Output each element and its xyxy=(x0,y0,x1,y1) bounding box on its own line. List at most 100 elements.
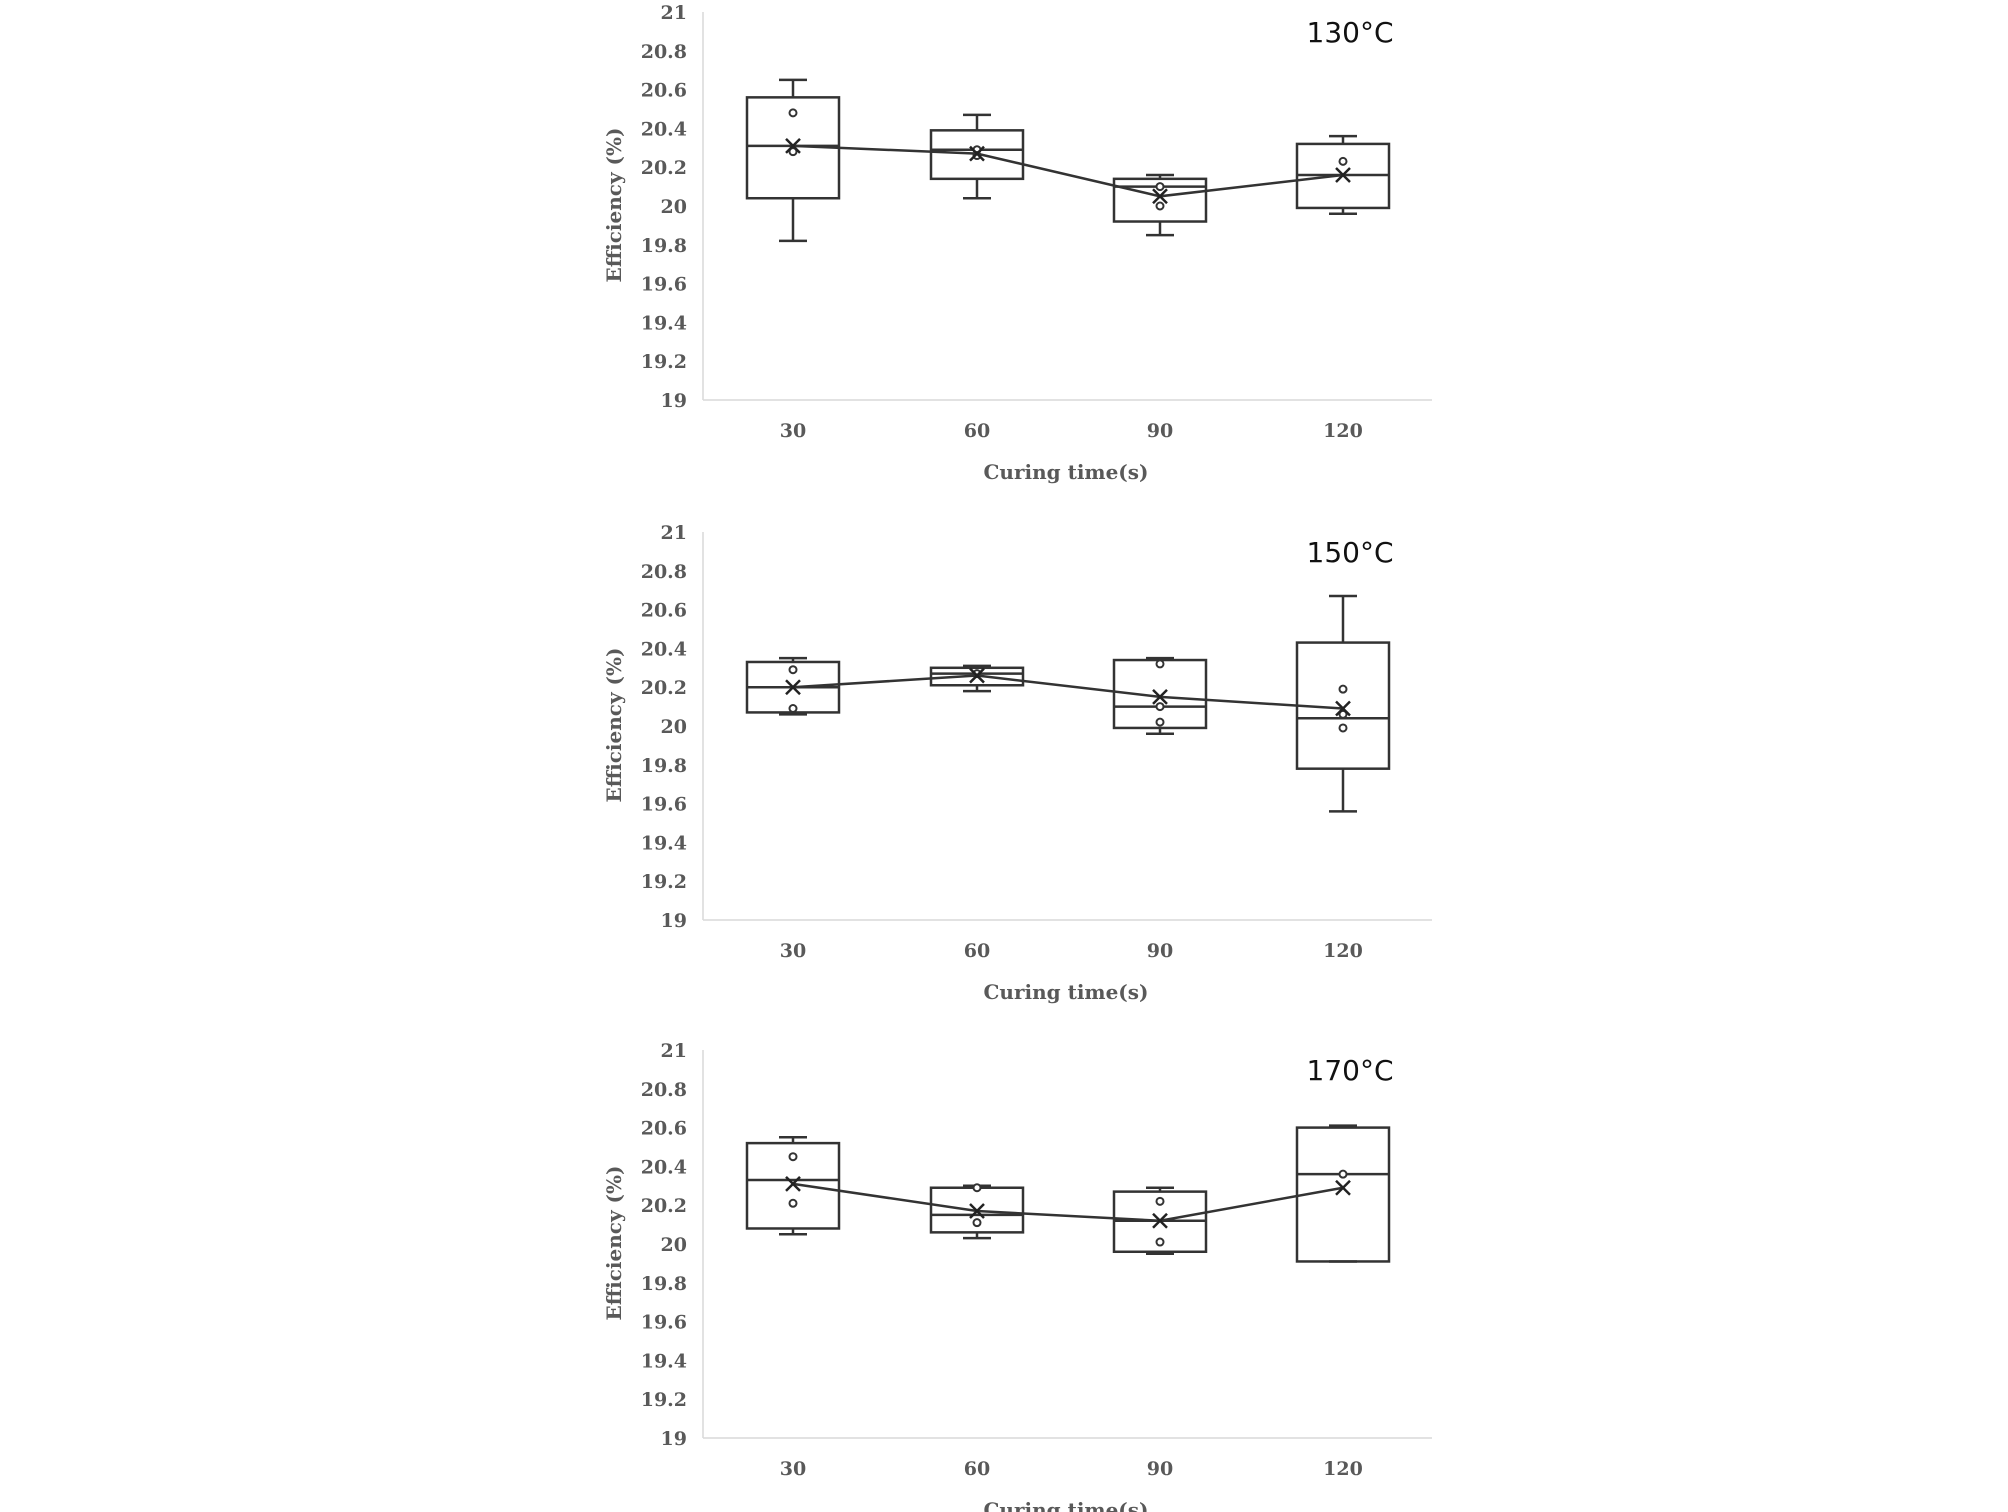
y-tick-label: 20.8 xyxy=(641,41,687,63)
iqr-box xyxy=(929,129,1025,181)
mean-marker xyxy=(1335,1179,1351,1196)
y-tick-label: 20.8 xyxy=(641,1079,687,1101)
data-point xyxy=(972,1218,982,1228)
y-axis-title: Efficiency (%) xyxy=(602,128,626,283)
panel-title: 130°C xyxy=(1307,16,1394,49)
y-tick-label: 19.6 xyxy=(641,274,687,296)
y-tick-label: 19.8 xyxy=(641,235,687,257)
panel-title: 150°C xyxy=(1307,536,1394,569)
mean-marker xyxy=(969,145,985,162)
data-point xyxy=(1338,1169,1348,1179)
data-point xyxy=(1338,684,1348,694)
iqr-box xyxy=(1295,1126,1391,1263)
y-tick-label: 20.6 xyxy=(641,80,687,102)
y-tick-label: 20.4 xyxy=(641,1156,687,1178)
mean-line xyxy=(792,1182,1344,1222)
mean-marker xyxy=(785,679,801,696)
data-point xyxy=(1155,1196,1165,1206)
y-axis-title: Efficiency (%) xyxy=(602,1166,626,1321)
y-tick-label: 19.6 xyxy=(641,1312,687,1334)
mean-marker-stroke xyxy=(969,1203,985,1219)
mean-marker-stroke xyxy=(1335,1179,1351,1196)
mean-marker xyxy=(785,137,801,154)
y-tick-label: 19.2 xyxy=(641,1389,687,1411)
mean-marker-stroke xyxy=(1152,188,1168,205)
x-tick-label: 120 xyxy=(1323,1458,1363,1480)
y-tick-label: 19.8 xyxy=(641,755,687,777)
x-tick-label: 30 xyxy=(780,940,806,962)
mean-marker-stroke xyxy=(785,679,801,696)
y-tick-label: 19 xyxy=(661,390,687,412)
y-tick-label: 19.8 xyxy=(641,1273,687,1295)
data-point xyxy=(1155,201,1165,211)
mean-marker xyxy=(1335,700,1351,717)
mean-marker xyxy=(1152,188,1168,205)
x-tick-label: 30 xyxy=(780,1458,806,1480)
x-axis-title: Curing time(s) xyxy=(984,460,1149,484)
y-tick-label: 20.6 xyxy=(641,1118,687,1140)
data-point xyxy=(1338,156,1348,166)
data-point xyxy=(788,704,798,714)
data-point xyxy=(1338,723,1348,733)
mean-marker-stroke xyxy=(1335,700,1351,717)
y-tick-label: 20.8 xyxy=(641,561,687,583)
y-tick-label: 20.2 xyxy=(641,677,687,699)
x-tick-label: 60 xyxy=(964,420,990,442)
data-point xyxy=(1155,659,1165,669)
mean-marker xyxy=(969,1203,985,1219)
y-tick-label: 20 xyxy=(661,716,687,738)
x-axis-title: Curing time(s) xyxy=(984,980,1149,1004)
mean-marker xyxy=(1335,167,1351,183)
panel-150c: 150°C Curing time(s) Efficiency (%) 19 19… xyxy=(602,522,1432,1004)
y-tick-label: 20 xyxy=(661,196,687,218)
mean-marker-stroke xyxy=(969,667,985,684)
box-120 xyxy=(1295,594,1391,813)
mean-marker-stroke xyxy=(1152,1212,1168,1229)
data-point xyxy=(1338,709,1348,719)
mean-marker-stroke xyxy=(1152,689,1168,705)
x-tick-label: 120 xyxy=(1323,940,1363,962)
iqr-box xyxy=(1112,177,1208,223)
mean-marker xyxy=(1152,1212,1168,1229)
y-tick-label: 19 xyxy=(661,1428,687,1450)
mean-line xyxy=(792,144,1344,198)
data-point xyxy=(1155,1237,1165,1247)
mean-marker-stroke xyxy=(785,1175,801,1192)
panel-title: 170°C xyxy=(1307,1054,1394,1087)
y-tick-label: 19.4 xyxy=(641,312,687,334)
data-point xyxy=(788,147,798,157)
box-90 xyxy=(1112,1186,1208,1255)
x-tick-label: 30 xyxy=(780,420,806,442)
y-tick-label: 19.4 xyxy=(641,832,687,854)
panel-170c: 170°C Curing time(s) Efficiency (%) 19 19… xyxy=(602,1040,1432,1512)
y-tick-label: 19.2 xyxy=(641,871,687,893)
y-tick-label: 20 xyxy=(661,1234,687,1256)
box-30 xyxy=(745,656,841,716)
box-60 xyxy=(929,1183,1025,1240)
box-90 xyxy=(1112,656,1208,736)
y-tick-label: 20.2 xyxy=(641,1195,687,1217)
y-tick-label: 19 xyxy=(661,910,687,932)
y-tick-label: 19.4 xyxy=(641,1350,687,1372)
y-axis-title: Efficiency (%) xyxy=(602,648,626,803)
y-tick-label: 19.6 xyxy=(641,794,687,816)
x-axis-title: Curing time(s) xyxy=(984,1498,1149,1512)
iqr-box xyxy=(745,1141,841,1230)
mean-marker xyxy=(1152,689,1168,705)
y-tick-label: 21 xyxy=(661,1040,687,1062)
box-60 xyxy=(929,113,1025,200)
mean-marker-stroke xyxy=(1335,167,1351,183)
y-tick-label: 20.6 xyxy=(641,600,687,622)
x-tick-label: 60 xyxy=(964,1458,990,1480)
data-point xyxy=(1155,182,1165,192)
data-point xyxy=(788,1198,798,1208)
y-tick-label: 20.4 xyxy=(641,638,687,660)
x-tick-label: 90 xyxy=(1147,1458,1173,1480)
y-tick-label: 21 xyxy=(661,522,687,544)
x-tick-label: 60 xyxy=(964,940,990,962)
panel-130c: 130°C Curing time(s) Efficiency (%) 19 19… xyxy=(602,2,1432,484)
data-point xyxy=(972,1183,982,1193)
iqr-box xyxy=(929,666,1025,687)
x-tick-label: 120 xyxy=(1323,420,1363,442)
